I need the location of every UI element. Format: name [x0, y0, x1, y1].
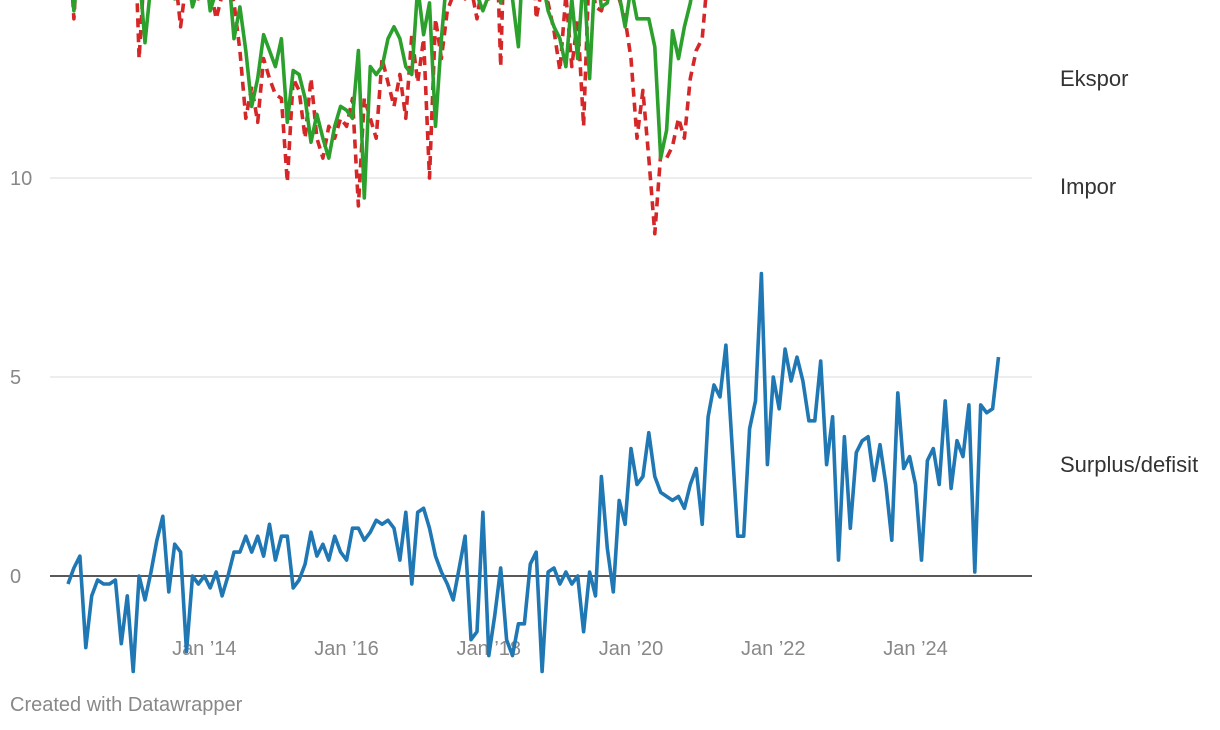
- y-axis-ticks: 0510152025: [10, 168, 32, 588]
- series-labels: Ekspor Impor Surplus/defisit: [1060, 66, 1198, 477]
- series-lines: [66, 0, 1001, 674]
- x-tick-label: Jan ’16: [314, 638, 379, 660]
- y-tick-label: 5: [10, 367, 21, 389]
- y-tick-label: 0: [10, 566, 21, 588]
- datawrapper-credit: Created with Datawrapper: [10, 694, 243, 716]
- x-tick-label: Jan ’20: [599, 638, 664, 660]
- y-tick-label: 10: [10, 168, 32, 190]
- series-label-ekspor: Ekspor: [1060, 66, 1128, 91]
- x-tick-label: Jan ’24: [883, 638, 948, 660]
- series-line-impor: [70, 0, 722, 236]
- x-axis-ticks: Jan ’14 Jan ’16 Jan ’18 Jan ’20 Jan ’22 Jan ’…: [172, 638, 948, 660]
- series-line-ekspor: [71, 0, 693, 200]
- x-tick-label: Jan ’22: [741, 638, 806, 660]
- series-label-impor: Impor: [1060, 174, 1116, 199]
- x-tick-label: Jan ’14: [172, 638, 237, 660]
- series-label-surplus-defisit: Surplus/defisit: [1060, 452, 1198, 477]
- series-line-surplus-defisit: [66, 271, 1001, 674]
